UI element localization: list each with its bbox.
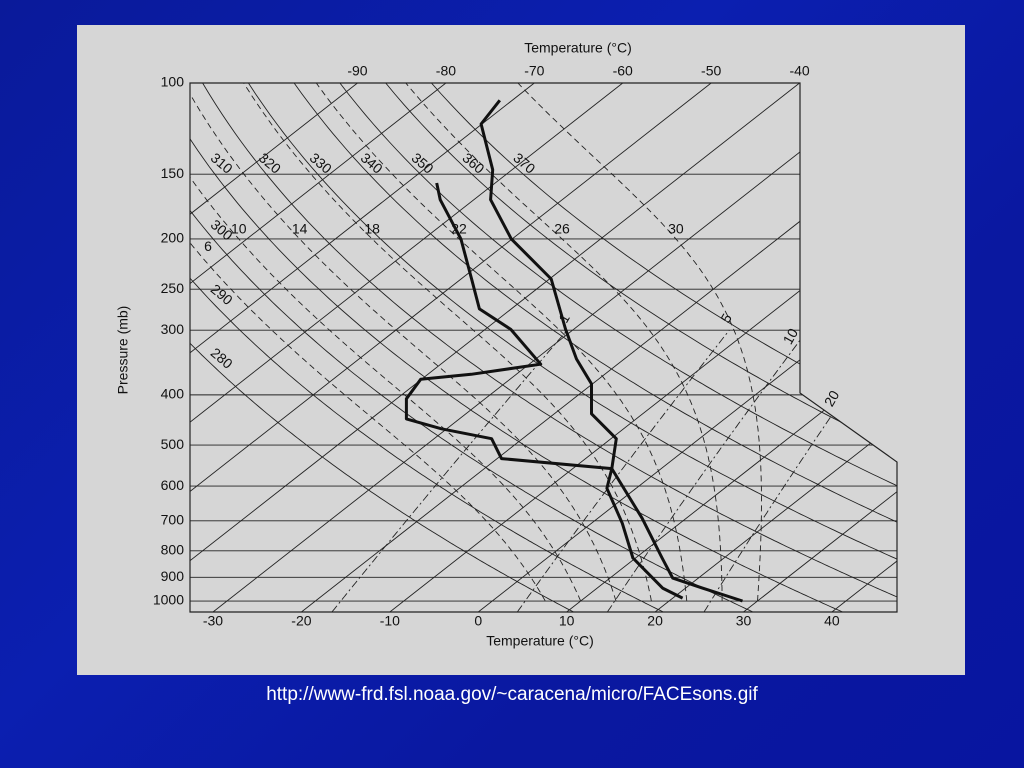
dry-adiabat-label: 280 <box>208 344 236 371</box>
x-tick-label: 0 <box>474 613 482 629</box>
dry-adiabat-label: 350 <box>409 149 437 176</box>
dry-adiabat-label: 340 <box>358 149 386 176</box>
isotherm <box>654 83 897 612</box>
moist-adiabat-label: 30 <box>668 221 684 237</box>
moist-adiabat <box>190 83 582 602</box>
dry-adiabat <box>339 83 897 612</box>
y-tick-label: 500 <box>161 436 185 452</box>
moist-adiabat <box>190 83 546 602</box>
top-tick-label: -70 <box>524 63 544 79</box>
dry-adiabat <box>190 83 664 612</box>
x-axis-title: Temperature (°C) <box>486 633 594 649</box>
isotherm <box>477 83 897 612</box>
sounding-line <box>479 99 743 603</box>
moist-adiabat-label: 22 <box>451 221 467 237</box>
y-tick-label: 150 <box>161 165 185 181</box>
mixing-ratio-line <box>516 329 730 612</box>
y-tick-label: 100 <box>161 74 185 90</box>
moist-adiabat <box>243 83 652 602</box>
isotherm <box>190 83 624 612</box>
y-tick-label: 300 <box>161 321 185 337</box>
y-axis-title: Pressure (mb) <box>115 306 131 395</box>
dry-adiabat-label: 370 <box>510 149 538 176</box>
x-tick-label: -30 <box>203 613 223 629</box>
y-tick-label: 800 <box>161 542 185 558</box>
x-tick-label: -20 <box>291 613 311 629</box>
top-tick-label: -90 <box>347 63 367 79</box>
caption: http://www-frd.fsl.noaa.gov/~caracena/mi… <box>266 684 758 705</box>
dry-adiabat <box>293 83 897 612</box>
moist-adiabat-label: 18 <box>364 221 380 237</box>
dry-adiabat-label: 320 <box>256 149 284 176</box>
y-tick-label: 400 <box>161 386 185 402</box>
moist-adiabat-label: 14 <box>292 221 308 237</box>
top-tick-label: -80 <box>436 63 456 79</box>
dry-adiabat <box>385 83 897 612</box>
x-tick-label: 10 <box>559 613 575 629</box>
dry-adiabat-label: 310 <box>208 149 236 176</box>
moist-adiabat <box>190 83 617 602</box>
figure-panel <box>77 25 965 675</box>
y-tick-label: 900 <box>161 568 185 584</box>
moist-adiabat-label: 6 <box>204 238 212 254</box>
moist-adiabat <box>517 83 762 601</box>
dry-adiabat <box>248 83 897 612</box>
isotherm <box>190 83 800 612</box>
isotherm <box>190 83 535 612</box>
moist-adiabat <box>405 83 723 601</box>
plot-area <box>190 83 897 612</box>
dry-adiabat-label: 360 <box>459 149 487 176</box>
x-tick-label: 20 <box>647 613 663 629</box>
isotherm <box>743 83 897 612</box>
x-tick-label: 30 <box>736 613 752 629</box>
mixing-ratio-line <box>331 329 568 612</box>
mixing-ratio-label: 10 <box>779 325 801 347</box>
mixing-ratio-label: 20 <box>821 387 843 409</box>
isotherm <box>301 83 897 612</box>
isotherm <box>190 83 712 612</box>
top-tick-label: -50 <box>701 63 721 79</box>
y-tick-label: 250 <box>161 280 185 296</box>
isotherm <box>212 83 889 612</box>
x-tick-label: 40 <box>824 613 840 629</box>
moist-adiabat-label: 10 <box>231 221 247 237</box>
y-tick-label: 600 <box>161 477 185 493</box>
y-tick-label: 700 <box>161 511 185 527</box>
moist-adiabat-label: 26 <box>554 221 570 237</box>
top-tick-label: -40 <box>789 63 809 79</box>
dry-adiabat <box>190 83 843 612</box>
isotherm <box>566 83 897 612</box>
dry-adiabat-label: 290 <box>208 281 236 308</box>
isotherm <box>190 83 358 612</box>
x-tick-label: -10 <box>380 613 400 629</box>
isotherm <box>831 83 897 612</box>
top-tick-label: -60 <box>613 63 633 79</box>
mixing-ratio-label: 1 <box>555 311 573 326</box>
y-tick-label: 1000 <box>153 592 184 608</box>
dry-adiabat <box>190 83 574 612</box>
sounding-line <box>404 182 684 600</box>
top-axis-title: Temperature (°C) <box>524 40 632 56</box>
isotherm <box>389 83 897 612</box>
dry-adiabat <box>202 83 897 612</box>
mixing-ratio-line <box>607 329 808 612</box>
isotherm <box>190 83 447 612</box>
dry-adiabat <box>431 83 897 612</box>
y-tick-label: 200 <box>161 230 185 246</box>
dry-adiabat <box>190 83 754 612</box>
plot-border <box>189 82 898 613</box>
